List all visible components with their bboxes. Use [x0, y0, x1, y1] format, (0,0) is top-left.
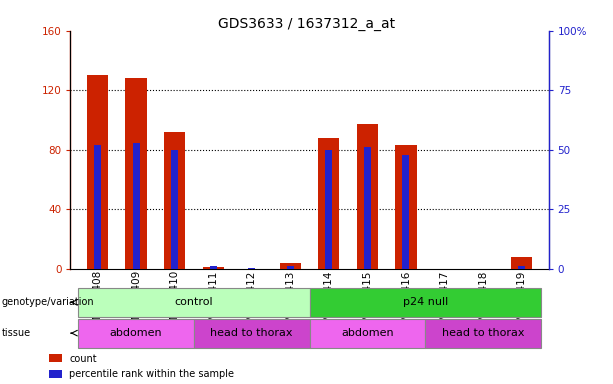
Bar — [248, 268, 255, 269]
Bar — [395, 145, 417, 269]
Bar — [518, 266, 525, 269]
FancyBboxPatch shape — [78, 319, 194, 348]
Bar — [210, 266, 216, 269]
Text: abdomen: abdomen — [341, 328, 394, 338]
Bar — [126, 78, 147, 269]
FancyBboxPatch shape — [194, 319, 310, 348]
Bar — [171, 150, 178, 269]
Text: genotype/variation: genotype/variation — [2, 297, 94, 308]
Text: head to thorax: head to thorax — [442, 328, 524, 338]
Bar — [164, 132, 185, 269]
FancyBboxPatch shape — [310, 319, 425, 348]
Text: percentile rank within the sample: percentile rank within the sample — [69, 369, 234, 379]
Text: control: control — [175, 297, 213, 308]
Bar — [87, 75, 108, 269]
Text: count: count — [69, 354, 97, 364]
Text: p24 null: p24 null — [403, 297, 448, 308]
Text: abdomen: abdomen — [110, 328, 162, 338]
Bar — [364, 147, 371, 269]
Bar — [202, 267, 224, 269]
Bar — [403, 154, 409, 269]
FancyBboxPatch shape — [78, 288, 310, 317]
Bar — [49, 354, 62, 362]
Text: head to thorax: head to thorax — [210, 328, 293, 338]
Bar — [357, 124, 378, 269]
Bar — [280, 263, 301, 269]
Text: GDS3633 / 1637312_a_at: GDS3633 / 1637312_a_at — [218, 17, 395, 31]
FancyBboxPatch shape — [310, 288, 541, 317]
Bar — [318, 138, 340, 269]
Bar — [132, 142, 140, 269]
Bar — [326, 150, 332, 269]
Text: tissue: tissue — [2, 328, 31, 338]
Bar — [511, 257, 532, 269]
Bar — [49, 370, 62, 378]
Bar — [287, 266, 294, 269]
Bar — [94, 145, 101, 269]
FancyBboxPatch shape — [425, 319, 541, 348]
